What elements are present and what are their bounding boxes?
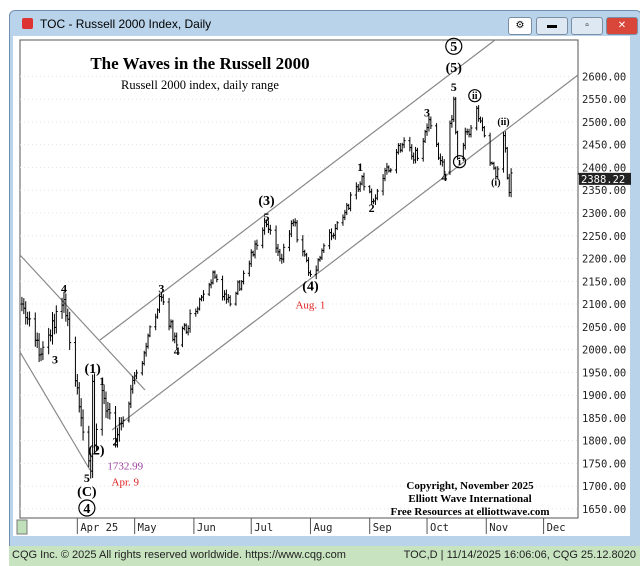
x-tick-label: Sep xyxy=(373,522,392,534)
y-tick-label: 1650.00 xyxy=(582,504,626,516)
wave-label: (i) xyxy=(491,178,500,189)
wave-label-circle xyxy=(78,499,96,517)
wave-label: 2 xyxy=(369,201,375,215)
channel-lines xyxy=(19,39,579,471)
wave-label: 2 xyxy=(113,435,119,449)
wave-label: 5 xyxy=(450,40,457,55)
wave-label: 4 xyxy=(61,282,67,296)
last-price-label: 2388.22 xyxy=(581,174,625,186)
y-tick-label: 2500.00 xyxy=(582,117,626,129)
wave-label-circle xyxy=(445,37,463,55)
wave-label: (4) xyxy=(302,279,319,294)
y-tick-label: 2150.00 xyxy=(582,276,626,288)
wave-label: 1 xyxy=(99,374,105,388)
plot-area xyxy=(19,39,579,519)
y-tick-label: 2350.00 xyxy=(582,185,626,197)
wave-label: (3) xyxy=(258,194,275,209)
upper-channel-line xyxy=(99,39,496,341)
close-icon[interactable]: ✕ xyxy=(606,17,638,35)
wave-label-circle xyxy=(452,155,467,169)
y-tick-label: 2000.00 xyxy=(582,345,626,357)
price-annotation: 1732.99 xyxy=(107,461,143,473)
wave-label: (2) xyxy=(88,443,105,458)
y-tick-label: 2450.00 xyxy=(582,140,626,152)
wave-label: 5 xyxy=(451,80,457,94)
wave-label: 3 xyxy=(158,282,164,296)
wave-label: i xyxy=(458,157,461,168)
left-lower-channel-line xyxy=(19,351,91,471)
status-info: TOC,D | 11/14/2025 16:06:06, CQG 25.12.8… xyxy=(403,549,636,561)
wave-label: 3 xyxy=(424,105,430,119)
window-title: TOC - Russell 2000 Index, Daily xyxy=(40,17,212,31)
last-price-badge xyxy=(579,172,631,185)
x-tick-label: Apr 25 xyxy=(80,522,118,534)
plugin-icon[interactable]: ⚙ xyxy=(508,17,532,35)
x-tick-label: May xyxy=(138,522,157,534)
y-tick-label: 1700.00 xyxy=(582,481,626,493)
status-bar: CQG Inc. © 2025 All rights reserved worl… xyxy=(9,546,640,566)
y-tick-label: 1900.00 xyxy=(582,390,626,402)
wave-label: (1) xyxy=(84,362,101,377)
y-tick-label: 1800.00 xyxy=(582,436,626,448)
x-tick-label: Jun xyxy=(197,522,216,534)
wave-label: 1 xyxy=(357,160,363,174)
chart-title: The Waves in the Russell 2000 xyxy=(90,54,309,73)
wave-label: 4 xyxy=(83,502,90,517)
minimize-icon[interactable]: ▬ xyxy=(536,17,568,35)
price-chart: 43(1)1(2)25(C)434(3)5(4)12345(5)5iii(i)(… xyxy=(13,36,631,536)
y-tick-label: 2100.00 xyxy=(582,299,626,311)
y-tick-label: 2200.00 xyxy=(582,254,626,266)
wave-label-circle xyxy=(468,89,482,103)
x-tick-label: Nov xyxy=(489,522,508,534)
x-tick-label: Aug xyxy=(313,522,332,534)
wave-label: 5 xyxy=(264,210,270,224)
title-bar: TOC - Russell 2000 Index, Daily ⚙ ▬ ▫ ✕ xyxy=(10,11,640,37)
maximize-icon[interactable]: ▫ xyxy=(571,17,603,35)
y-tick-label: 2250.00 xyxy=(582,231,626,243)
wave-label: (C) xyxy=(77,485,97,500)
wave-label: 4 xyxy=(441,170,447,184)
copyright-line-2: Elliott Wave International xyxy=(408,493,531,505)
y-tick-label: 1850.00 xyxy=(582,413,626,425)
price-annotation: Aug. 1 xyxy=(295,300,325,312)
y-tick-label: 1750.00 xyxy=(582,458,626,470)
wave-label: 5 xyxy=(84,471,90,485)
status-copyright: CQG Inc. © 2025 All rights reserved worl… xyxy=(12,549,346,561)
copyright-line-1: Copyright, November 2025 xyxy=(406,480,534,492)
x-tick-label: Dec xyxy=(547,522,566,534)
price-annotation: Apr. 9 xyxy=(112,477,140,489)
wave-label: 3 xyxy=(52,352,58,366)
wave-label: (ii) xyxy=(497,117,509,128)
wave-label: ii xyxy=(472,91,478,102)
lower-channel-line xyxy=(111,74,579,431)
wave-label: (5) xyxy=(446,61,463,76)
left-upper-channel-line xyxy=(19,254,146,391)
copyright-line-3: Free Resources at elliottwave.com xyxy=(390,506,549,518)
chart-subtitle: Russell 2000 index, daily range xyxy=(121,78,279,92)
y-tick-label: 2600.00 xyxy=(582,71,626,83)
x-tick-label: Oct xyxy=(430,522,449,534)
scroll-handle[interactable] xyxy=(16,519,28,535)
wave-label: 4 xyxy=(174,344,180,358)
y-tick-label: 2400.00 xyxy=(582,162,626,174)
x-tick-label: Jul xyxy=(254,522,273,534)
y-tick-label: 1950.00 xyxy=(582,367,626,379)
app-icon xyxy=(22,18,33,29)
y-tick-label: 2550.00 xyxy=(582,94,626,106)
y-tick-label: 2300.00 xyxy=(582,208,626,220)
y-tick-label: 2050.00 xyxy=(582,322,626,334)
